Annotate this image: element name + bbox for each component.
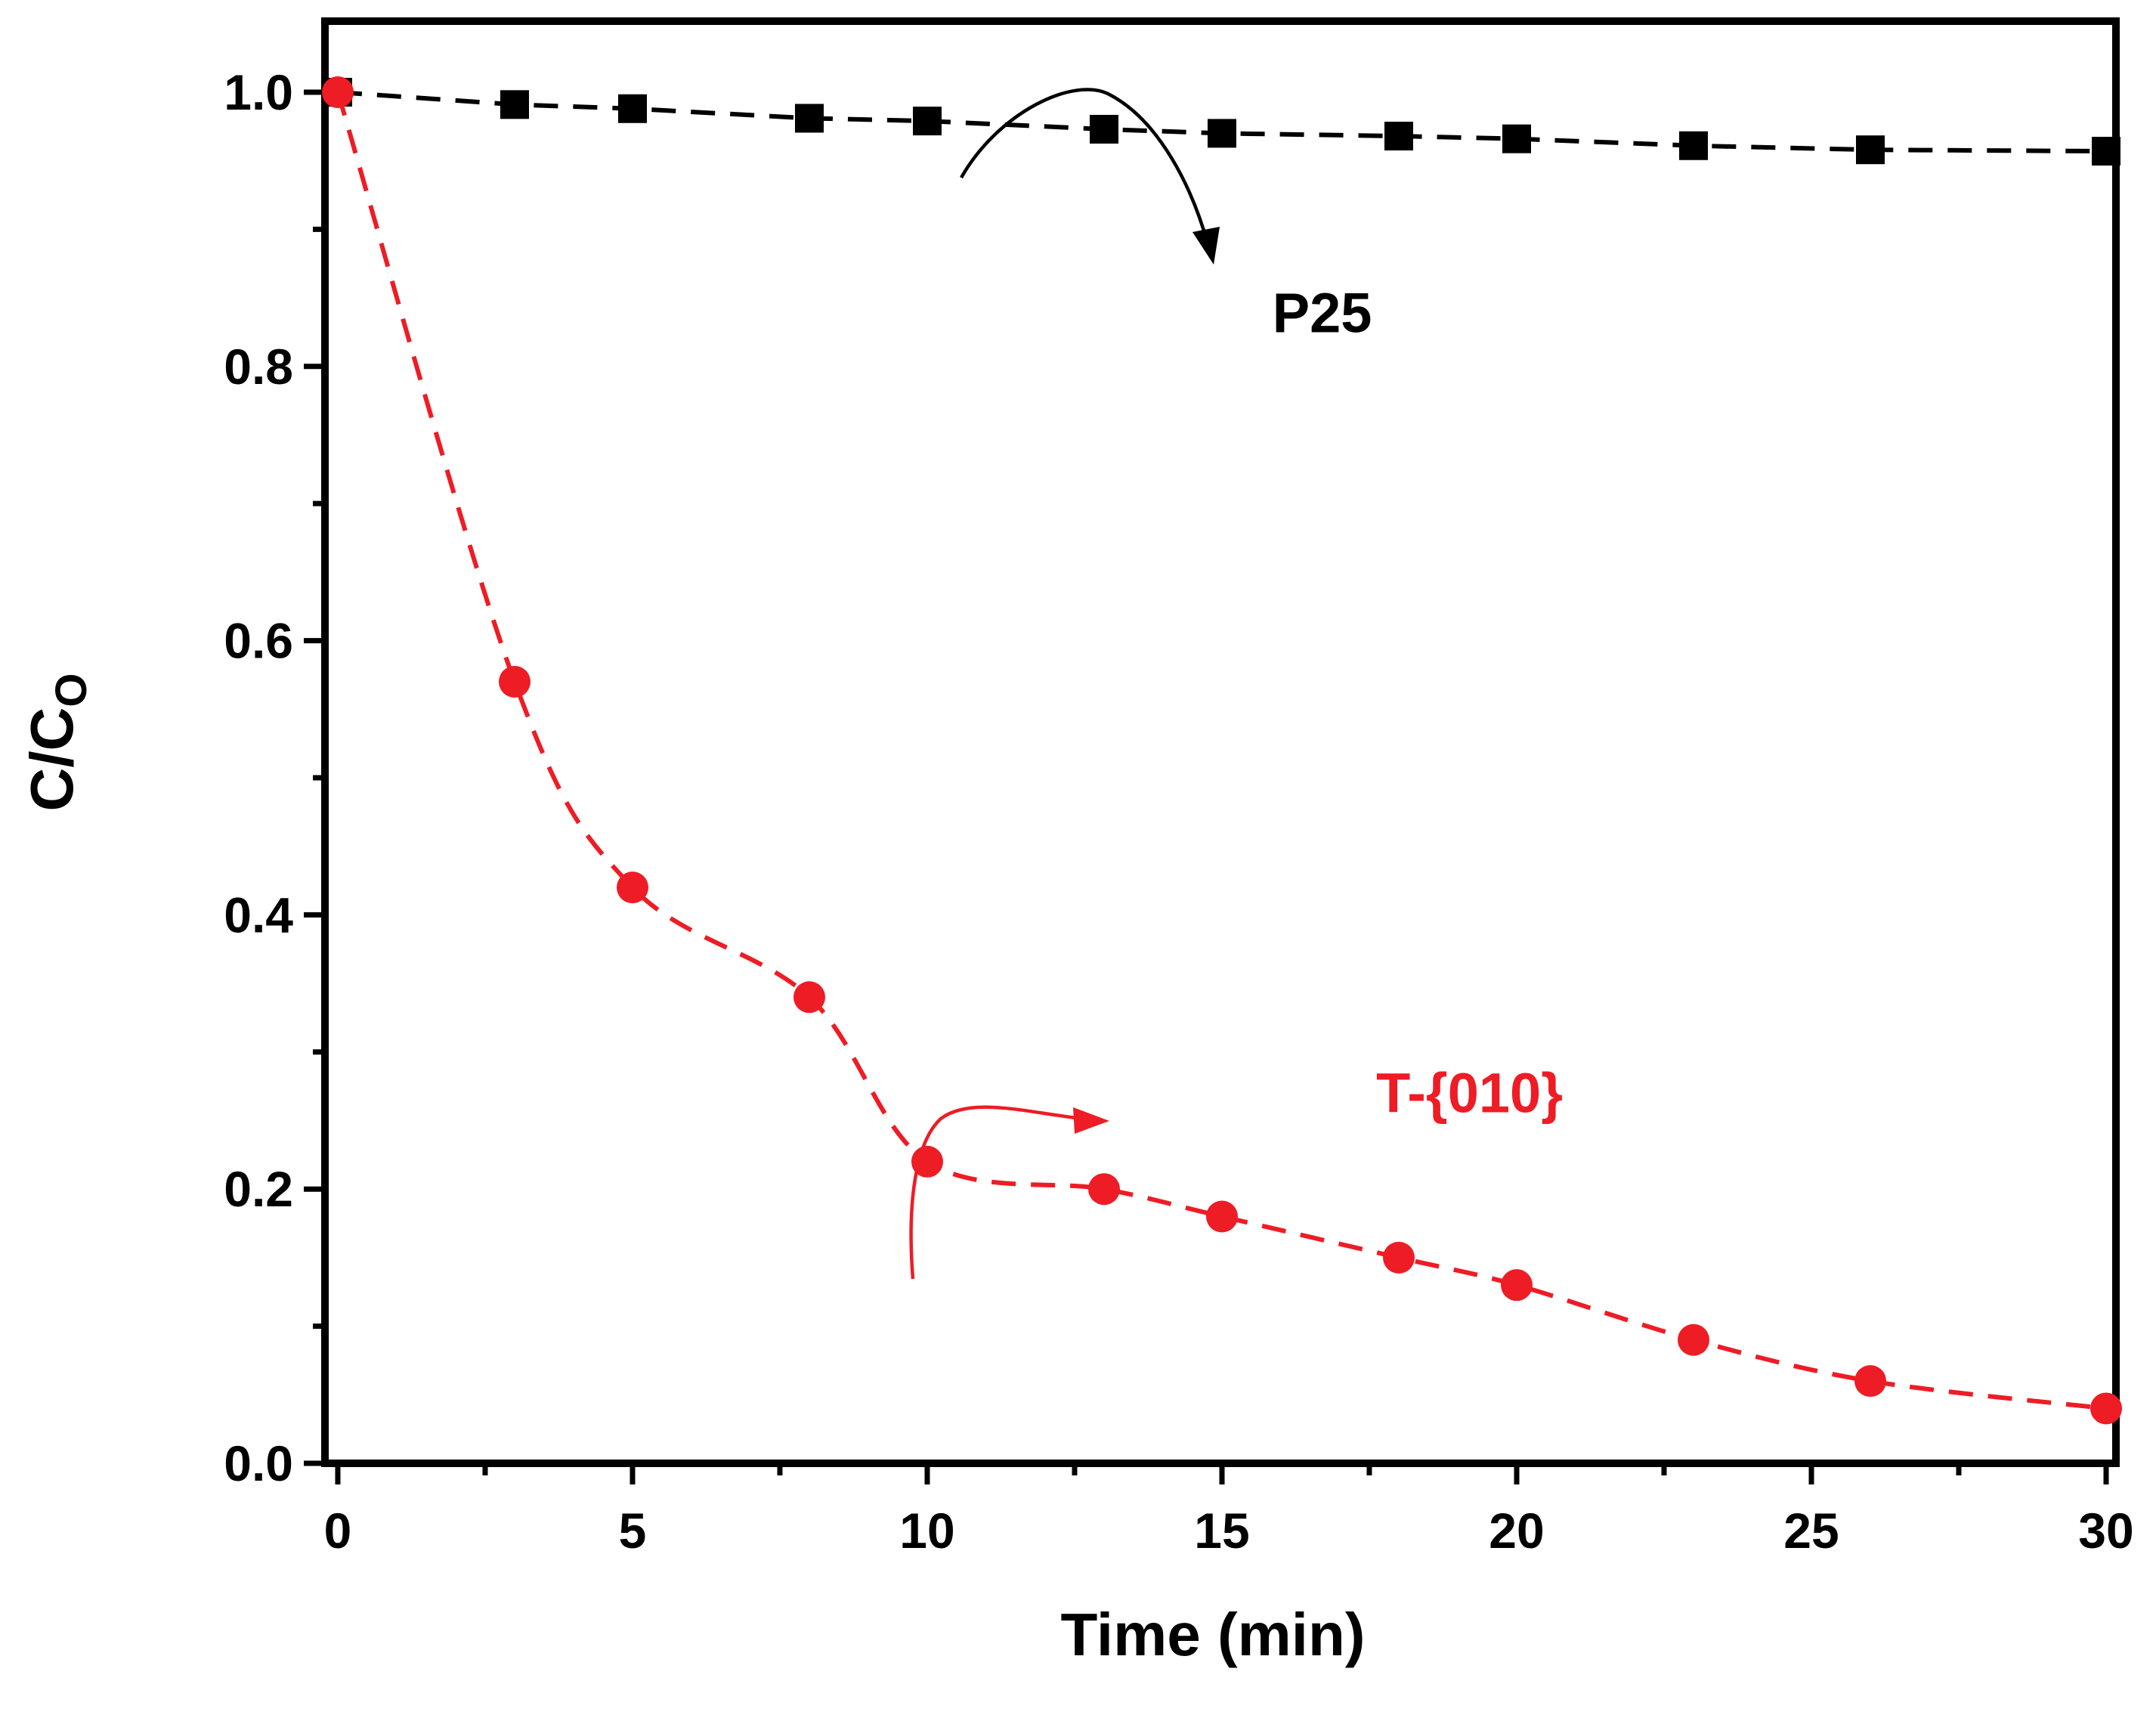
t010-arrowhead-icon [1073,1107,1109,1134]
p25-label: P25 [1273,281,1372,344]
data-point [1206,1200,1238,1233]
data-point [500,90,529,119]
t010-annotation-arrow [909,1105,1083,1280]
data-point [793,981,825,1014]
data-point [1501,1269,1533,1302]
series-layer [322,76,2122,1425]
data-point [1856,135,1885,165]
x-tick-labels: 0 5 10 15 20 25 30 [324,1503,2134,1559]
series-t010 [322,76,2122,1425]
series-line [336,91,2107,1411]
data-point [322,76,354,108]
data-point [617,871,648,904]
series-p25 [323,78,2120,166]
axis-ticks [304,89,2109,1484]
data-point [2092,137,2120,166]
data-point [2090,1392,2122,1425]
y-tick-label: 0.8 [224,339,293,395]
data-point [1679,131,1708,160]
y-tick-label: 0.2 [224,1161,293,1217]
p25-arrowhead-icon [1192,227,1220,265]
y-tick-label: 0.6 [224,613,293,669]
series-line [337,90,2107,154]
x-tick-label: 25 [1783,1503,1839,1559]
y-axis-title-subscript: O [47,673,96,707]
y-tick-labels: 0.0 0.2 0.4 0.6 0.8 1.0 [224,64,293,1491]
data-point [795,104,824,133]
x-tick-label: 15 [1194,1503,1249,1559]
svg-text:C/CO: C/CO [18,673,96,812]
y-axis-title: C/CO [18,673,96,812]
data-point [1678,1323,1709,1356]
x-tick-label: 30 [2078,1503,2133,1559]
y-axis-title-base: C/C [18,707,85,812]
p25-annotation-arrow [960,88,1210,244]
data-point [499,666,530,698]
x-tick-label: 20 [1489,1503,1544,1559]
plot-frame [321,17,2120,1467]
y-tick-label: 0.4 [224,887,293,943]
data-point [1383,1241,1415,1274]
data-point [913,107,942,136]
y-tick-label: 1.0 [224,64,293,120]
x-tick-label: 10 [899,1503,954,1559]
data-point [1090,114,1118,144]
t010-label: T-{010} [1376,1062,1563,1125]
data-point [1088,1173,1120,1206]
x-tick-label: 5 [619,1503,647,1559]
x-axis-title: Time (min) [1060,1601,1365,1668]
data-point [618,94,647,123]
data-point [1502,124,1531,153]
data-point [1208,119,1236,148]
x-tick-label: 0 [324,1503,352,1559]
data-point [1384,122,1413,151]
y-tick-label: 0.0 [224,1435,293,1491]
data-point [1854,1365,1886,1398]
